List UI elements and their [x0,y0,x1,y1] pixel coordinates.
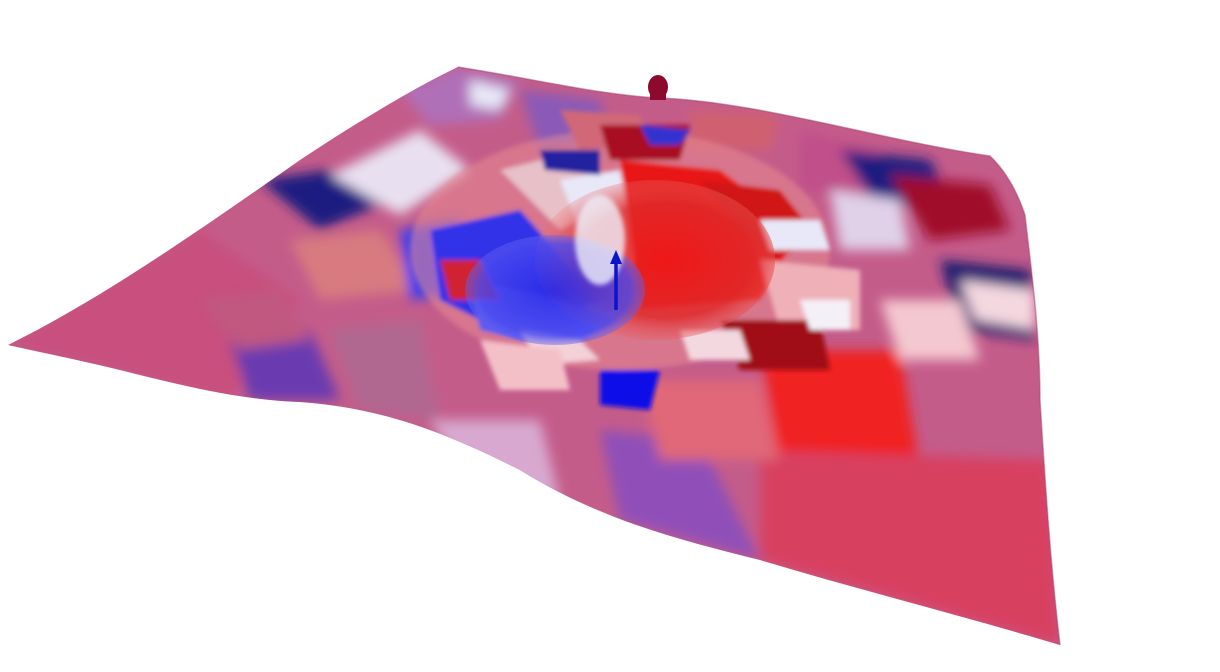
surface-colormap-patches [8,67,1060,645]
normal-vector-arrow[interactable] [610,250,622,310]
